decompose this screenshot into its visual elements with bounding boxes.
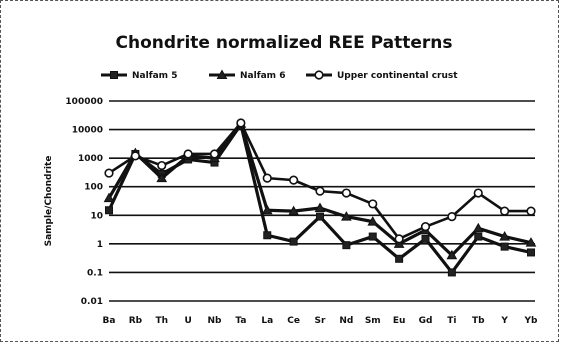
- x-tick-label: Gd: [419, 316, 433, 326]
- chart-title: Chondrite normalized REE Patterns: [116, 33, 453, 53]
- data-point: [447, 211, 457, 222]
- data-point: [395, 254, 404, 263]
- legend-label: Nalfam 5: [132, 71, 177, 81]
- data-point: [183, 149, 193, 159]
- y-tick-label: 0.01: [81, 297, 103, 307]
- x-axis-ticks: Ba Rb Th U Nb Ta La Ce Sr Nd Sm Eu Gd Ti Tb Y Yb: [103, 316, 539, 326]
- y-tick-label: 1000: [78, 154, 103, 164]
- data-point: [314, 202, 326, 212]
- gridlines: [109, 100, 535, 302]
- x-tick-label: Tb: [472, 316, 485, 326]
- data-point: [420, 222, 431, 232]
- data-point: [526, 206, 536, 216]
- data-point: [394, 234, 404, 244]
- data-point: [236, 118, 246, 128]
- data-point: [288, 205, 299, 216]
- y-tick-label: 1: [97, 240, 103, 250]
- data-point: [156, 172, 168, 183]
- data-point: [289, 175, 299, 185]
- x-tick-label: La: [261, 316, 273, 326]
- data-point: [421, 234, 430, 243]
- data-point: [472, 222, 484, 233]
- data-point: [209, 149, 220, 159]
- x-tick-label: Eu: [393, 316, 406, 326]
- data-point: [500, 206, 510, 216]
- x-tick-label: Nd: [339, 316, 353, 326]
- data-point: [342, 241, 351, 250]
- y-tick-label: 0.1: [87, 268, 103, 278]
- legend-label: Nalfam 6: [240, 71, 285, 81]
- data-point: [368, 199, 378, 209]
- legend-marker: [110, 71, 118, 79]
- series-group: [103, 118, 537, 277]
- data-point: [474, 232, 483, 241]
- x-tick-label: Sm: [365, 316, 381, 326]
- x-tick-label: Sr: [315, 316, 326, 326]
- series-line: [107, 122, 532, 275]
- x-tick-label: Nb: [208, 316, 223, 326]
- y-axis-label: Sample/Chondrite: [44, 156, 54, 247]
- y-tick-label: 10000: [72, 126, 103, 136]
- data-point: [130, 151, 140, 161]
- data-point: [341, 211, 352, 221]
- data-point: [262, 173, 272, 183]
- series-line: [108, 121, 531, 241]
- data-point: [499, 231, 510, 241]
- data-point: [263, 231, 272, 240]
- data-point: [447, 268, 456, 277]
- data-point: [525, 237, 537, 247]
- data-point: [261, 204, 273, 215]
- x-tick-label: U: [184, 316, 191, 326]
- data-point: [103, 192, 115, 203]
- legend: Nalfam 5 Nalfam 6 Upper continental crust: [101, 69, 458, 81]
- x-tick-label: Y: [500, 316, 508, 326]
- x-tick-label: Ba: [103, 316, 116, 326]
- y-axis-ticks: 100000 10000 1000 100 10 1 0.1 0.01: [65, 97, 103, 307]
- x-tick-label: Th: [155, 316, 168, 326]
- data-point: [316, 212, 324, 221]
- y-tick-label: 10: [90, 211, 103, 221]
- data-point: [473, 188, 483, 198]
- data-point: [315, 186, 325, 196]
- data-point: [527, 248, 535, 257]
- x-tick-label: Ta: [235, 316, 246, 326]
- series-3: [104, 118, 536, 244]
- x-tick-label: Rb: [129, 316, 143, 326]
- data-point: [157, 160, 167, 171]
- y-tick-label: 100: [84, 183, 103, 193]
- x-tick-label: Yb: [524, 316, 539, 326]
- legend-marker: [216, 69, 228, 79]
- x-tick-label: Ce: [287, 316, 300, 326]
- data-point: [341, 188, 351, 198]
- x-tick-label: Ti: [447, 316, 456, 326]
- data-point: [446, 249, 458, 260]
- data-point: [367, 216, 379, 226]
- series-1: [105, 120, 535, 277]
- data-point: [104, 168, 114, 178]
- data-point: [289, 237, 298, 246]
- y-tick-label: 100000: [65, 97, 103, 107]
- legend-label: Upper continental crust: [337, 71, 458, 81]
- legend-marker: [314, 70, 324, 80]
- data-point: [105, 206, 113, 215]
- data-point: [500, 242, 509, 251]
- data-point: [368, 232, 377, 241]
